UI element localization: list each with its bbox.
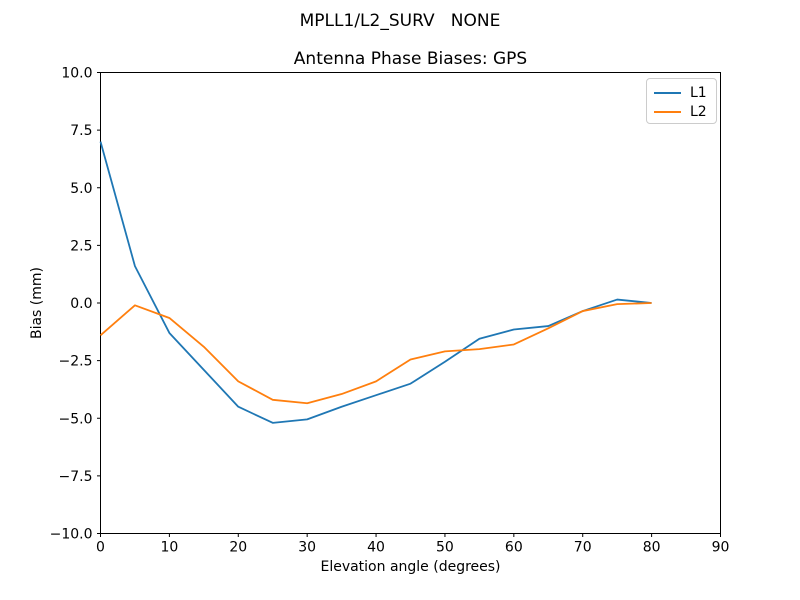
x-tick-label: 60 bbox=[505, 540, 523, 556]
legend: L1 L2 bbox=[646, 78, 717, 124]
y-tick-label: 10.0 bbox=[61, 66, 92, 82]
x-tick-label: 10 bbox=[160, 540, 178, 556]
x-tick-label: 20 bbox=[229, 540, 247, 556]
legend-entry-l2: L2 bbox=[654, 102, 716, 121]
series-L2 bbox=[99, 302, 652, 405]
y-tick-label: 2.5 bbox=[70, 238, 92, 254]
l2-line-sample bbox=[654, 110, 681, 113]
x-tick-label: 50 bbox=[436, 540, 454, 556]
y-tick-label: −2.5 bbox=[59, 354, 93, 370]
x-tick-label: 0 bbox=[96, 540, 105, 556]
l1-line-sample bbox=[654, 91, 681, 94]
legend-entry-l1: L1 bbox=[654, 83, 716, 102]
series-L1 bbox=[99, 141, 652, 424]
y-tick-label: 5.0 bbox=[70, 181, 92, 197]
x-axis-label: Elevation angle (degrees) bbox=[320, 559, 501, 575]
x-tick-label: 80 bbox=[643, 540, 661, 556]
legend-label-l2: L2 bbox=[690, 103, 707, 120]
y-axis-label: Bias (mm) bbox=[29, 266, 45, 340]
y-tick-label: −5.0 bbox=[59, 411, 93, 427]
x-tick-label: 70 bbox=[574, 540, 592, 556]
y-tick-label: 0.0 bbox=[70, 296, 92, 312]
x-tick-label: 40 bbox=[367, 540, 385, 556]
y-tick-label: 7.5 bbox=[70, 123, 92, 139]
y-tick-label: −7.5 bbox=[59, 469, 93, 485]
x-tick-label: 30 bbox=[298, 540, 316, 556]
x-tick-label: 90 bbox=[712, 540, 730, 556]
y-tick-label: −10.0 bbox=[50, 527, 93, 543]
legend-label-l1: L1 bbox=[690, 84, 707, 101]
figure-suptitle: MPLL1/L2_SURV NONE bbox=[299, 11, 501, 31]
axes-title: Antenna Phase Biases: GPS bbox=[293, 49, 528, 69]
